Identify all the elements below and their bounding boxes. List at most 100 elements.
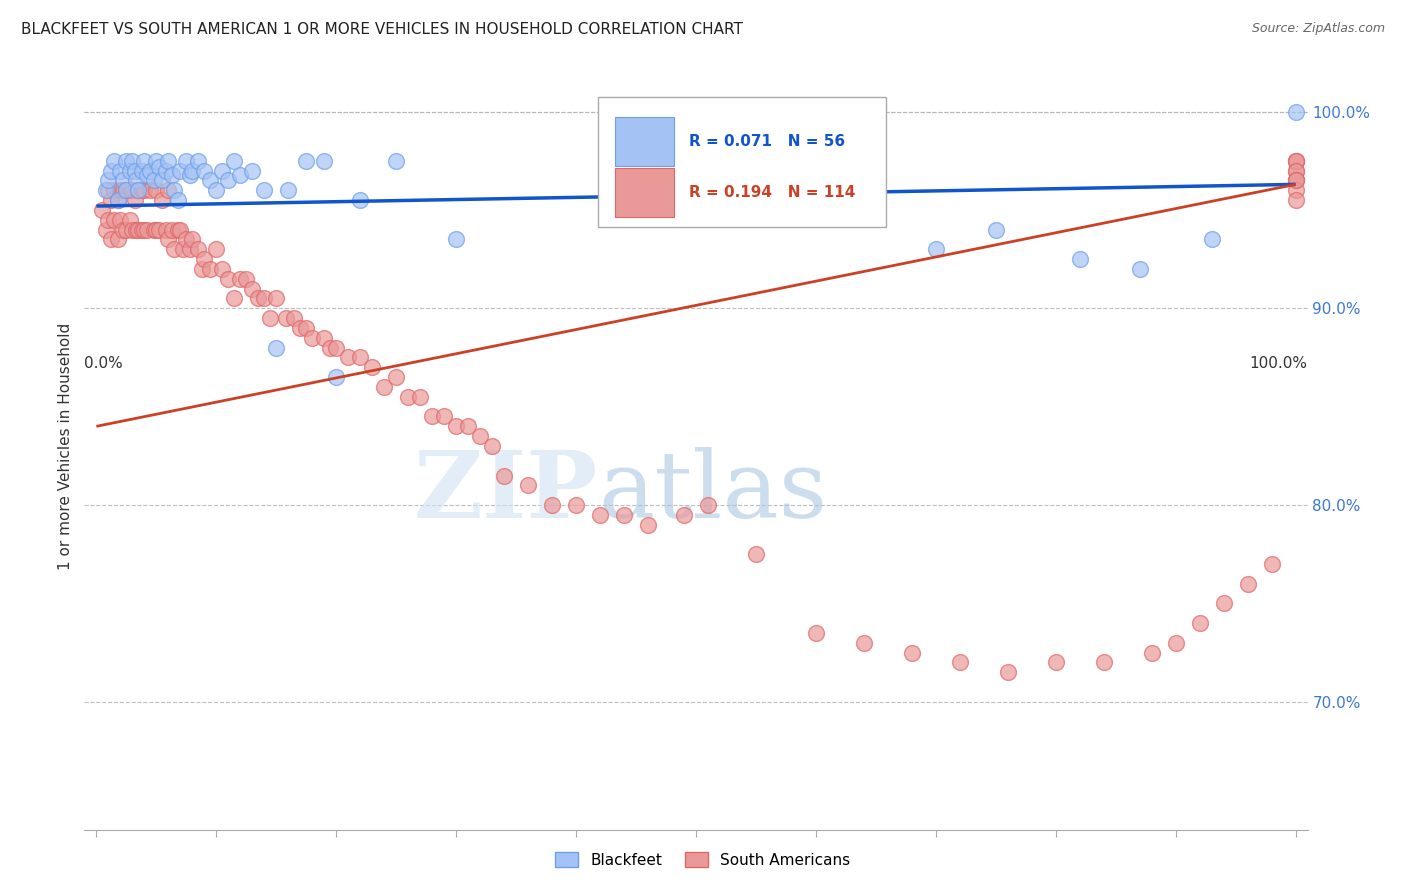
Point — [1284, 163, 1306, 178]
Point — [745, 547, 768, 561]
Point — [179, 242, 201, 256]
Point — [253, 183, 276, 197]
Point — [111, 173, 134, 187]
Point — [150, 173, 173, 187]
Point — [110, 163, 132, 178]
Point — [385, 370, 408, 384]
Point — [264, 292, 287, 306]
Point — [444, 419, 467, 434]
Point — [240, 163, 263, 178]
Point — [1284, 193, 1306, 207]
Point — [131, 222, 153, 236]
Point — [181, 163, 204, 178]
Point — [325, 370, 347, 384]
Point — [187, 242, 209, 256]
Point — [193, 163, 215, 178]
Point — [1284, 163, 1306, 178]
Point — [295, 321, 318, 335]
Point — [433, 409, 456, 424]
Point — [157, 153, 180, 168]
Point — [457, 419, 479, 434]
Point — [200, 173, 222, 187]
Point — [121, 183, 143, 197]
Point — [217, 173, 239, 187]
Point — [1284, 153, 1306, 168]
Point — [1212, 596, 1234, 610]
Point — [314, 153, 336, 168]
Point — [1069, 252, 1091, 267]
Point — [517, 478, 540, 492]
Point — [97, 173, 120, 187]
Point — [100, 232, 122, 246]
Point — [290, 321, 312, 335]
Point — [148, 160, 170, 174]
Point — [205, 183, 228, 197]
Point — [409, 390, 432, 404]
Point — [145, 183, 167, 197]
FancyBboxPatch shape — [616, 168, 673, 217]
Point — [444, 232, 467, 246]
Point — [1260, 557, 1282, 571]
Point — [121, 222, 143, 236]
Point — [142, 222, 165, 236]
Point — [160, 168, 183, 182]
Point — [169, 163, 191, 178]
Point — [131, 183, 153, 197]
Point — [139, 163, 162, 178]
Point — [181, 232, 204, 246]
Point — [107, 232, 129, 246]
Text: BLACKFEET VS SOUTH AMERICAN 1 OR MORE VEHICLES IN HOUSEHOLD CORRELATION CHART: BLACKFEET VS SOUTH AMERICAN 1 OR MORE VE… — [21, 22, 742, 37]
Point — [224, 153, 246, 168]
Point — [211, 163, 233, 178]
Point — [115, 153, 138, 168]
Point — [481, 439, 503, 453]
Point — [1201, 232, 1223, 246]
Point — [135, 168, 157, 182]
Point — [131, 163, 153, 178]
Point — [264, 341, 287, 355]
Point — [179, 168, 201, 182]
Text: R = 0.194   N = 114: R = 0.194 N = 114 — [689, 185, 855, 200]
Point — [172, 242, 194, 256]
Point — [229, 168, 252, 182]
Point — [1129, 262, 1152, 277]
Point — [589, 508, 612, 522]
Point — [111, 183, 134, 197]
Point — [103, 212, 125, 227]
Y-axis label: 1 or more Vehicles in Household: 1 or more Vehicles in Household — [58, 322, 73, 570]
Point — [127, 183, 149, 197]
Point — [1284, 153, 1306, 168]
Point — [127, 222, 149, 236]
Point — [157, 232, 180, 246]
Text: atlas: atlas — [598, 447, 827, 537]
Point — [277, 183, 299, 197]
Point — [295, 153, 318, 168]
Point — [134, 222, 156, 236]
Point — [349, 351, 371, 365]
Point — [361, 360, 384, 375]
Point — [94, 222, 117, 236]
Point — [259, 311, 281, 326]
Point — [925, 242, 948, 256]
Point — [1092, 656, 1115, 670]
Point — [494, 468, 516, 483]
Point — [111, 222, 134, 236]
Text: ZIP: ZIP — [413, 447, 598, 537]
Point — [174, 232, 197, 246]
Point — [949, 656, 972, 670]
Point — [100, 163, 122, 178]
Point — [124, 163, 146, 178]
Point — [103, 153, 125, 168]
Point — [373, 380, 395, 394]
Point — [134, 153, 156, 168]
Point — [97, 183, 120, 197]
Point — [191, 262, 214, 277]
Point — [135, 222, 157, 236]
Point — [169, 222, 191, 236]
Point — [157, 183, 180, 197]
Point — [1284, 173, 1306, 187]
Point — [468, 429, 491, 443]
Point — [804, 625, 827, 640]
Point — [997, 665, 1019, 680]
Point — [187, 153, 209, 168]
